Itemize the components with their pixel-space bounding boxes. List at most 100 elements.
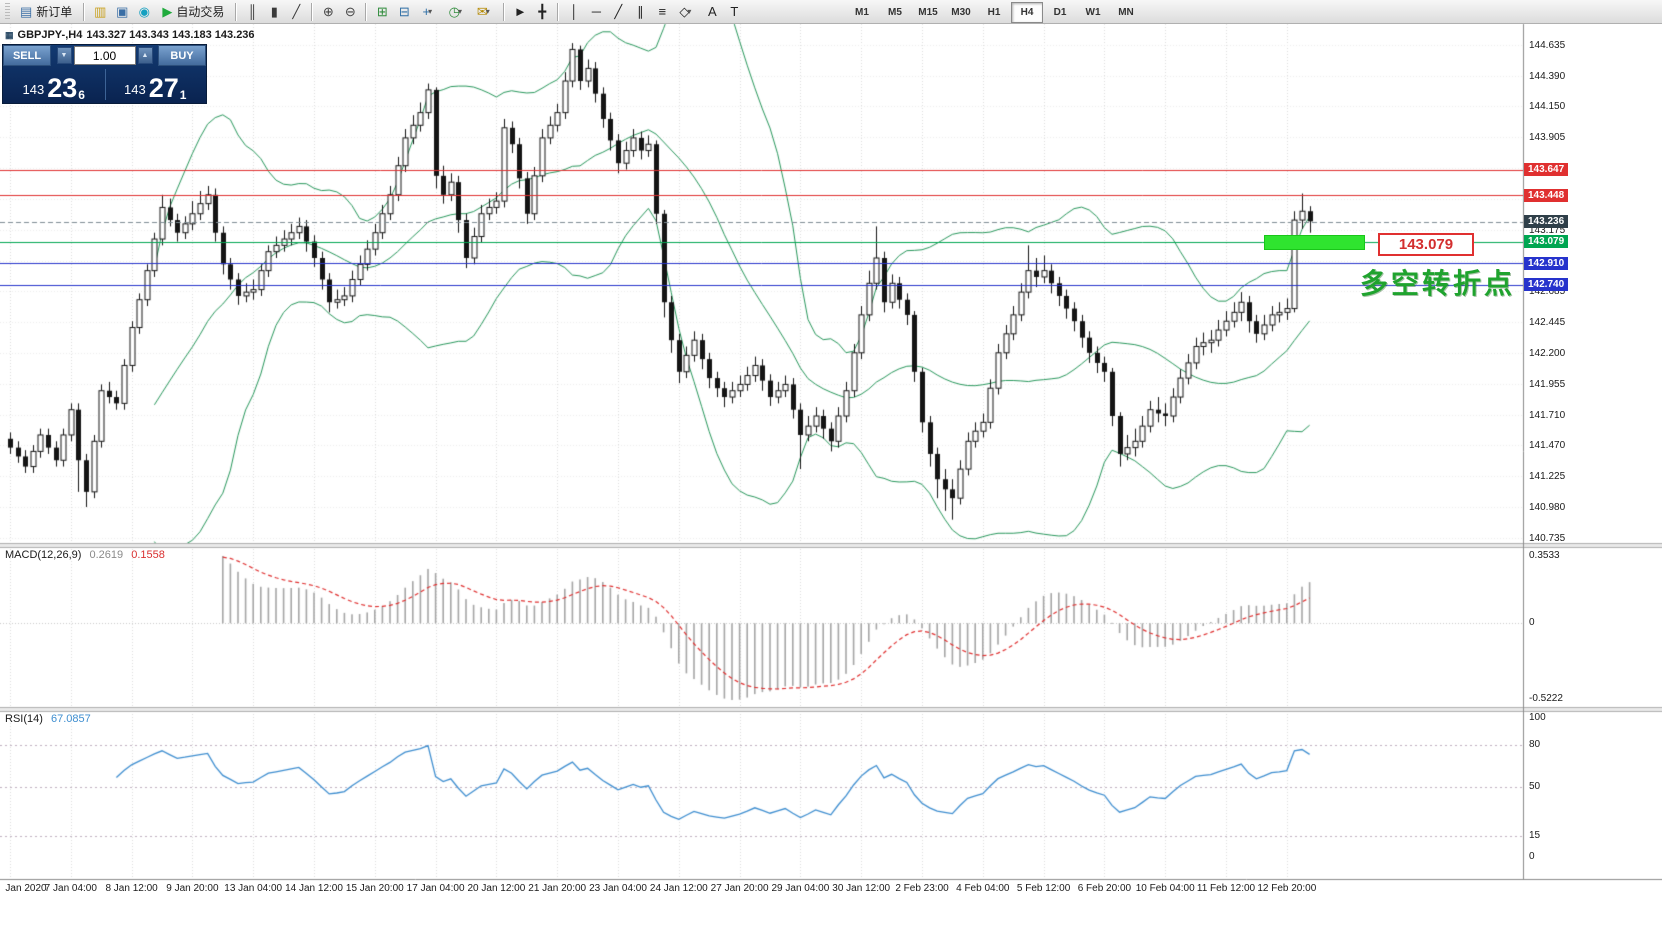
rsi-axis-100: 100 [1529,712,1546,723]
price-level-badge: 143.647 [1524,163,1569,177]
price-axis-tick: 141.955 [1529,378,1566,390]
macd-signal-value: 0.1558 [131,549,165,561]
sell-price[interactable]: 143 23 6 [3,66,105,103]
candlestick-chart-icon[interactable]: ▮ [270,3,278,19]
volume-increase-button[interactable]: ▲ [137,47,153,64]
rsi-value: 67.0857 [50,713,91,725]
new-chart-icon[interactable]: + ▾ [415,1,443,23]
time-axis-label: 14 Jan 12:00 [285,883,343,894]
price-axis-tick: 144.635 [1529,40,1566,51]
timeframe-button-m15[interactable]: M15 [918,7,938,18]
timeframe-button-mn[interactable]: MN [1118,7,1134,18]
macd-value: 0.2619 [89,549,124,561]
buy-button[interactable]: BUY [158,45,206,66]
dropdown-arrow-icon[interactable]: ▾ [485,7,490,16]
timeframe-button-m5[interactable]: M5 [888,7,902,18]
buy-price-sup: 1 [179,88,187,102]
time-axis-label: 15 Jan 20:00 [345,883,404,894]
cascade-windows-icon[interactable]: ⊟ [398,3,410,19]
time-axis-label: 30 Jan 12:00 [832,883,891,894]
auto-trading-button[interactable]: ▶ 自动交易 [155,1,231,23]
crosshair-icon[interactable]: ╋ [538,3,547,19]
price-axis-tick: 140.735 [1529,532,1566,544]
zoom-in-icon[interactable]: ⊕ [322,3,334,19]
timeframe-button-h4[interactable]: H4 [1011,2,1043,23]
vertical-line-icon[interactable]: │ [570,4,579,19]
sell-button[interactable]: SELL [3,45,51,66]
time-axis-label: 20 Jan 12:00 [467,883,526,894]
volume-decrease-button[interactable]: ▼ [56,47,72,64]
horizontal-line-icon[interactable]: ─ [591,4,601,19]
profile-icon[interactable]: ▣ [116,3,129,19]
timeframe-button-m1[interactable]: M1 [855,7,869,18]
time-axis-label: 21 Jan 20:00 [528,883,587,894]
toolbar-separator [365,2,368,21]
timeframe-button-d1[interactable]: D1 [1053,7,1067,18]
time-axis-label: 7 Jan 04:00 [44,883,97,894]
toolbar-grip[interactable] [5,2,10,21]
support-zone-rectangle[interactable] [1264,234,1365,250]
timeframe-button-m30[interactable]: M30 [951,7,971,18]
period-icon[interactable]: ◷ ▾ [443,1,471,23]
trendline-icon[interactable]: ╱ [614,3,623,19]
macd-axis-max: 0.3533 [1529,550,1560,561]
ohlc-info-line: ▦ GBPJPY-,H4 143.327 143.343 143.183 143… [5,29,255,41]
price-axis-tick: 141.470 [1529,440,1566,452]
tool-icon-groups: ║ ▮ ╱ ⊕ ⊖ ⊞ ⊟ + ▾ ◷ ▾ ✉ ▾ ► ╋ │ ─ ╱ ∥ ≡ ◇ ▾ A T [241,1,745,23]
macd-label: MACD(12,26,9) 0.2619 0.1558 [5,549,165,561]
price-divider [104,69,106,100]
rsi-axis-80: 80 [1529,739,1541,750]
price-axis-tick: 142.685 [1529,286,1566,298]
timeframe-toolbar: M1 M5 M15 M30 H1 H4 D1 W1 MN [846,2,1142,23]
shapes-icon[interactable]: ◇ ▾ [673,1,701,23]
auto-trading-label: 自动交易 [176,5,225,19]
rsi-label: RSI(14) 67.0857 [5,713,91,725]
fibonacci-icon[interactable]: ≡ [658,4,667,19]
time-axis-label: 10 Feb 04:00 [1135,883,1195,894]
price-level-badge: 142.740 [1524,278,1569,292]
buy-price[interactable]: 143 27 1 [105,66,207,103]
new-order-button[interactable]: ▤ 新订单 [13,1,79,23]
line-chart-icon[interactable]: ╱ [292,3,301,19]
time-axis-label: 29 Jan 04:00 [771,883,830,894]
rsi-axis-15: 15 [1529,830,1541,841]
rsi-axis-0: 0 [1529,851,1535,862]
time-axis-label: 17 Jan 04:00 [406,883,465,894]
dropdown-arrow-icon[interactable]: ▾ [458,7,463,16]
toolbar-separator [311,2,314,21]
label-icon[interactable]: T [730,4,739,19]
dropdown-arrow-icon[interactable]: ▾ [687,7,692,16]
timeframe-button-w1[interactable]: W1 [1085,7,1101,18]
price-callout-box[interactable]: 143.079 [1378,233,1474,256]
cursor-icon[interactable]: ► [513,4,527,19]
file-icon-group: ▥ ▣ ◉ [89,1,155,23]
macd-name: MACD(12,26,9) [5,549,82,561]
new-order-icon: ▤ [20,4,33,19]
symbol-period-label: GBPJPY-,H4 [17,29,83,41]
timeframe-button-h1[interactable]: H1 [987,7,1001,18]
price-axis-tick: 142.200 [1529,347,1566,359]
template-icon[interactable]: ✉ ▾ [471,1,499,23]
bar-chart-icon[interactable]: ║ [247,4,257,19]
price-axis-tick: 144.150 [1529,101,1566,113]
zoom-out-icon[interactable]: ⊖ [344,3,356,19]
ohlc-values: 143.327 143.343 143.183 143.236 [86,29,255,41]
text-icon[interactable]: A [707,4,717,19]
data-window-icon[interactable]: ◉ [138,3,150,19]
rsi-name: RSI(14) [5,713,43,725]
buy-price-big: 27 [148,73,179,103]
macd-axis-min: -0.5222 [1529,693,1563,704]
buy-price-prefix: 143 [124,82,146,97]
channel-icon[interactable]: ∥ [637,3,644,19]
turning-point-annotation[interactable]: 多空转折点 [1360,268,1516,299]
new-order-label: 新订单 [36,5,73,19]
rsi-axis-50: 50 [1529,781,1541,792]
tile-windows-icon[interactable]: ⊞ [376,3,388,19]
sell-price-sup: 6 [78,88,85,102]
volume-input[interactable] [73,46,136,65]
charts-icon[interactable]: ▥ [94,3,107,19]
dropdown-arrow-icon[interactable]: ▾ [428,7,433,16]
price-axis-tick: 142.445 [1529,316,1566,328]
